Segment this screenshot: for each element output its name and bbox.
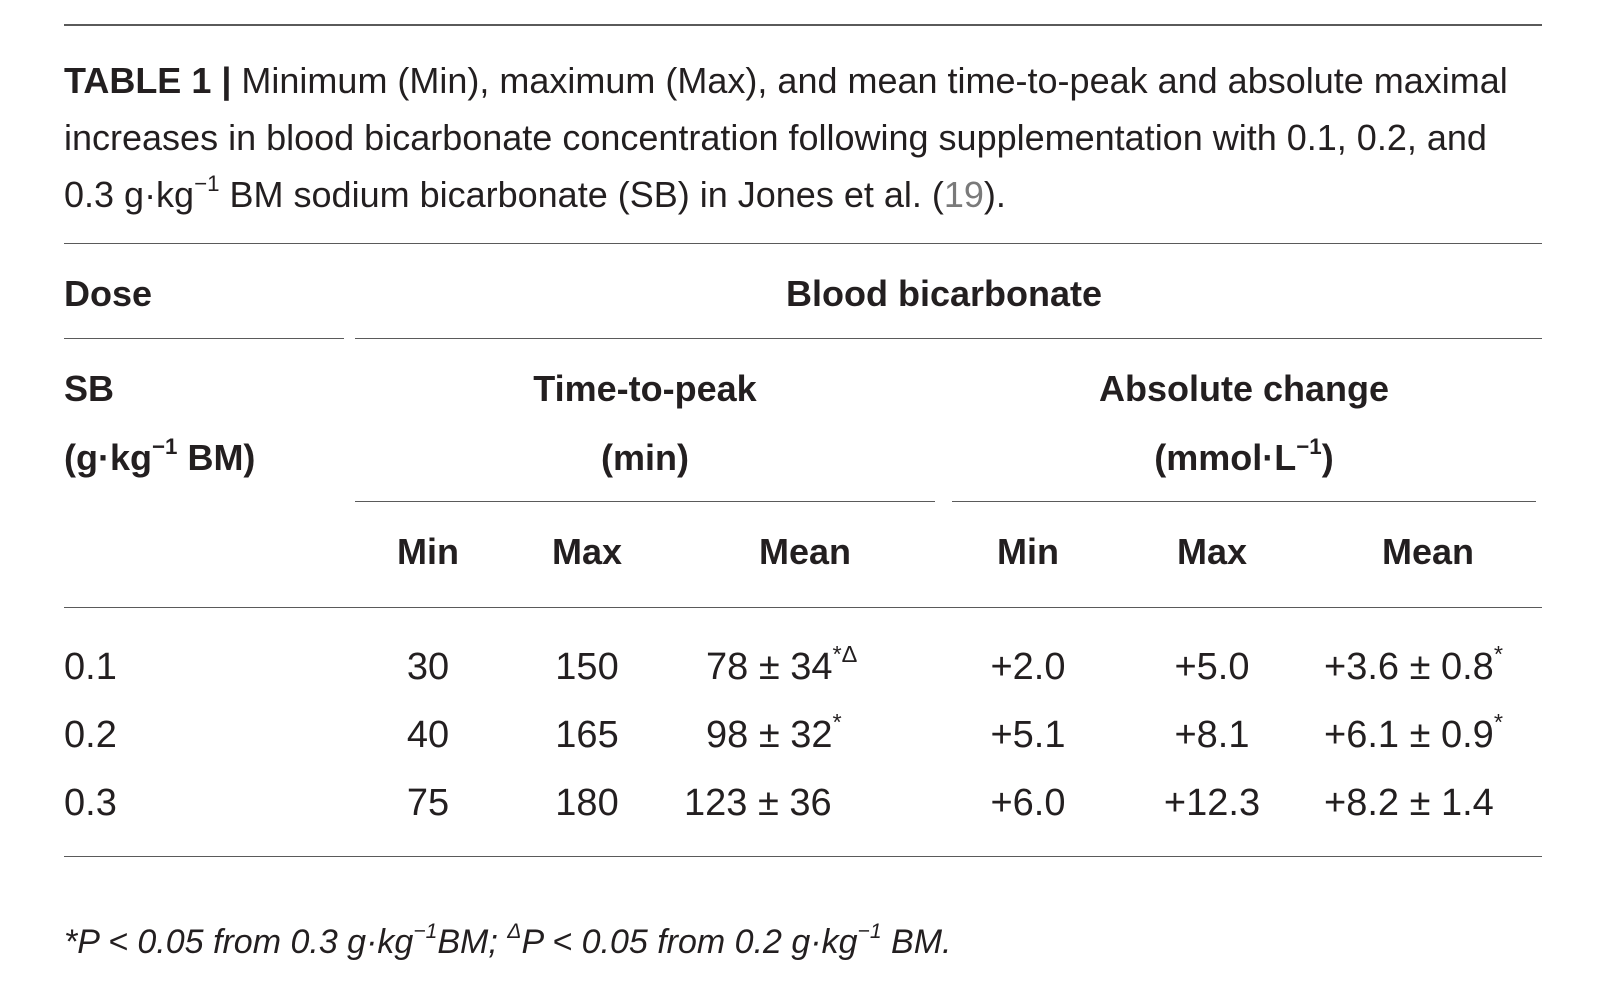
caption-text: Minimum (Min), maximum (Max), and mean t…	[64, 60, 1508, 215]
ttp-mean-value: 78 ± 34	[706, 646, 833, 688]
subheader-abs-max: Max	[1176, 531, 1248, 572]
header-dose: Dose	[64, 273, 153, 314]
subheader-ttp-min: Min	[397, 531, 459, 572]
caption-text-2: BM sodium bicarbonate (SB) in Jones et a…	[219, 174, 944, 215]
cell-abs-mean: +8.2 ± 1.4	[1324, 781, 1494, 825]
subheader-ttp-mean: Mean	[758, 531, 852, 572]
table-caption: TABLE 1 | Minimum (Min), maximum (Max), …	[64, 52, 1544, 223]
footnote-text-1: *P < 0.05 from 0.3 g·kg	[64, 923, 414, 961]
header-blood-bicarbonate: Blood bicarbonate	[785, 273, 1103, 314]
sb-unit-sup: −1	[151, 433, 178, 459]
cell-dose: 0.2	[64, 714, 117, 756]
cell-abs-mean: +3.6 ± 0.8*	[1324, 642, 1503, 689]
header-absolute-change-unit: (mmol·L−1)	[952, 433, 1536, 480]
cell-ttp-min: 75	[406, 782, 450, 824]
bottom-rule	[64, 856, 1542, 857]
abs-unit-sup: −1	[1296, 433, 1322, 459]
sb-unit-text-2: BM)	[177, 437, 256, 478]
cell-ttp-mean: 78 ± 34*Δ	[706, 642, 857, 689]
sb-unit-text: (g·kg	[64, 437, 152, 478]
cell-ttp-mean: 123 ± 36	[684, 781, 832, 825]
abs-mean-sup: *	[1493, 640, 1503, 667]
footnote-text-3: P < 0.05 from 0.2 g·kg	[521, 923, 858, 961]
time-to-peak-underline	[355, 501, 935, 502]
cell-ttp-max: 180	[555, 782, 619, 824]
ttp-mean-sup: *Δ	[832, 640, 858, 667]
cell-ttp-max: 150	[555, 646, 619, 688]
subheader-ttp-max: Max	[551, 531, 623, 572]
subheader-abs-min: Min	[997, 531, 1059, 572]
abs-mean-value: +3.6 ± 0.8	[1324, 646, 1494, 688]
header-time-to-peak-unit: (min)	[601, 437, 689, 478]
abs-mean-value: +8.2 ± 1.4	[1324, 782, 1494, 824]
cell-abs-min: +2.0	[990, 646, 1066, 688]
header-absolute-change: Absolute change	[1098, 368, 1390, 409]
cell-ttp-min: 30	[406, 646, 450, 688]
cell-abs-mean: +6.1 ± 0.9*	[1324, 710, 1503, 757]
header-sb-unit: (g·kg−1 BM)	[64, 433, 256, 480]
cell-abs-max: +8.1	[1174, 714, 1250, 756]
abs-unit-text-2: )	[1321, 437, 1334, 478]
cell-ttp-mean: 98 ± 32*	[706, 710, 842, 757]
cell-abs-min: +6.0	[990, 782, 1066, 824]
caption-rule	[64, 243, 1542, 244]
ttp-mean-sup: *	[832, 708, 842, 735]
ttp-mean-value: 123 ± 36	[684, 782, 832, 824]
footnote-sup-2: Δ	[507, 919, 522, 943]
header-rule	[64, 607, 1542, 608]
caption-label: TABLE 1 |	[64, 60, 232, 101]
header-time-to-peak: Time-to-peak	[533, 368, 757, 409]
abs-mean-value: +6.1 ± 0.9	[1324, 714, 1494, 756]
ttp-mean-value: 98 ± 32	[706, 714, 833, 756]
cell-abs-max: +12.3	[1163, 782, 1261, 824]
cell-ttp-max: 165	[555, 714, 619, 756]
cell-ttp-min: 40	[406, 714, 450, 756]
header-sb: SB	[64, 368, 115, 409]
table-footnote: *P < 0.05 from 0.3 g·kg−1BM; ΔP < 0.05 f…	[64, 920, 951, 964]
caption-superscript: −1	[194, 170, 220, 196]
absolute-change-underline	[952, 501, 1536, 502]
abs-mean-sup: *	[1493, 708, 1503, 735]
abs-unit-text: (mmol·L	[1154, 437, 1297, 478]
top-rule	[64, 24, 1542, 26]
cell-abs-min: +5.1	[990, 714, 1066, 756]
footnote-sup-3: −1	[857, 919, 882, 943]
footnote-text-2: BM;	[437, 923, 508, 961]
bicarbonate-underline	[355, 338, 1542, 339]
citation-link[interactable]: 19	[943, 174, 984, 215]
footnote-sup-1: −1	[413, 919, 438, 943]
cell-dose: 0.3	[64, 782, 117, 824]
dose-underline	[64, 338, 344, 339]
subheader-abs-mean: Mean	[1381, 531, 1475, 572]
cell-abs-max: +5.0	[1174, 646, 1250, 688]
caption-end: ).	[983, 174, 1006, 215]
cell-dose: 0.1	[64, 646, 117, 688]
footnote-text-4: BM.	[881, 923, 952, 961]
